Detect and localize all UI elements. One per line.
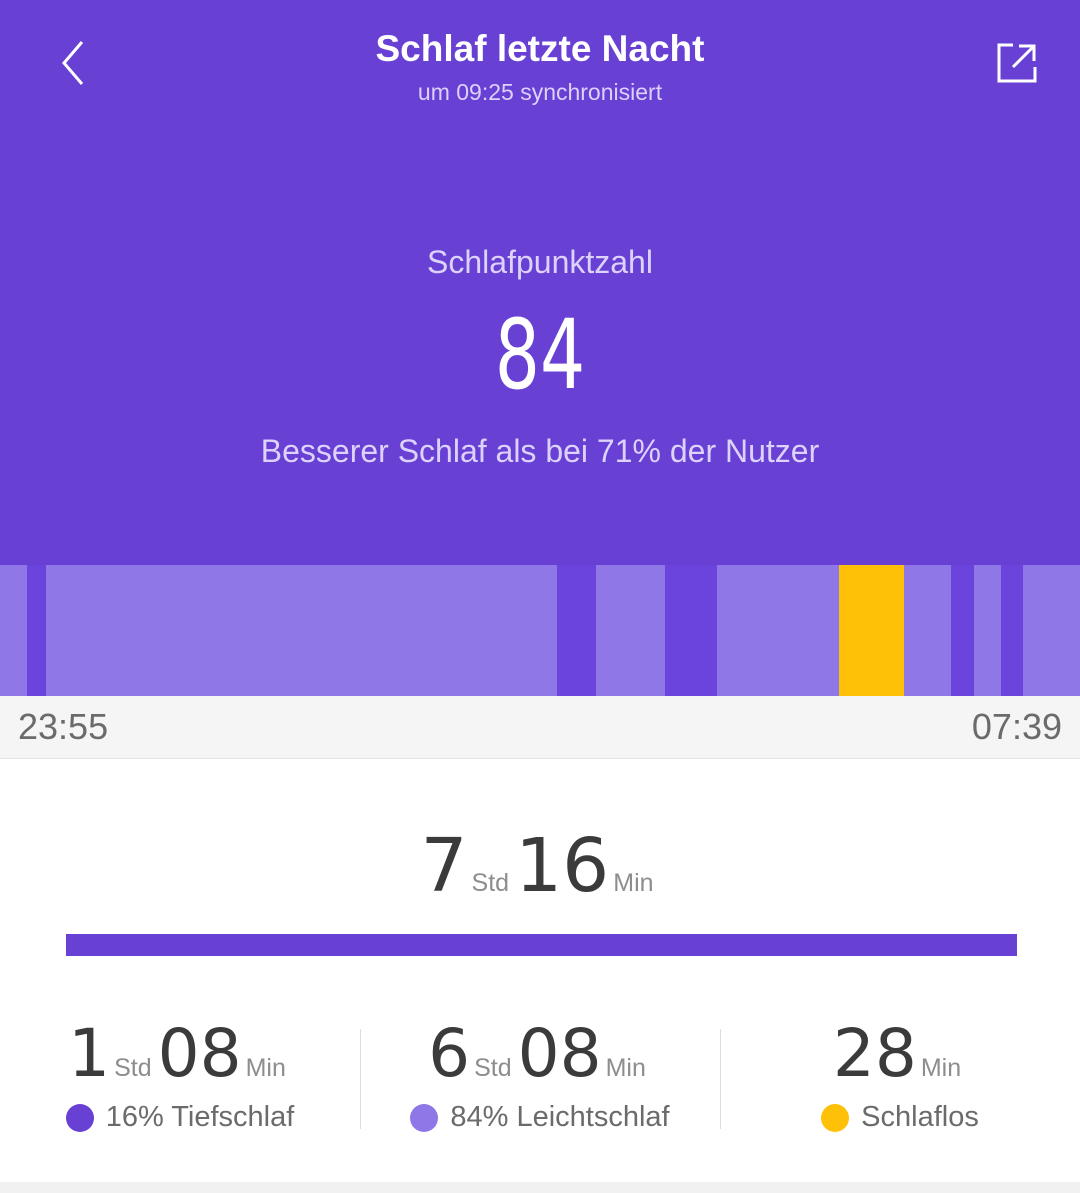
deep-minutes-unit: Min xyxy=(245,1054,286,1082)
score-label: Schlafpunktzahl xyxy=(427,244,653,280)
share-button[interactable] xyxy=(984,30,1050,100)
total-hours-unit: Std xyxy=(471,869,510,897)
awake-dot-icon xyxy=(821,1103,850,1132)
stat-divider xyxy=(720,1029,721,1129)
light-sleep-dot-icon xyxy=(410,1103,439,1132)
timeline-segment-deep xyxy=(951,565,974,696)
deep-minutes: 08 xyxy=(157,1015,242,1092)
stat-divider xyxy=(360,1029,361,1129)
sleep-summary-card: 7 Std 16 Min 1 Std 08 Min 16% Tiefschlaf… xyxy=(0,759,1080,1182)
back-button[interactable] xyxy=(44,30,104,100)
awake-minutes: 28 xyxy=(832,1015,917,1092)
timeline-segment-deep xyxy=(1001,565,1023,696)
total-duration-bar xyxy=(66,934,1017,956)
total-minutes-unit: Min xyxy=(613,869,654,897)
light-minutes-unit: Min xyxy=(605,1054,646,1082)
sleep-start-time: 23:55 xyxy=(18,706,109,747)
timeline-segment-deep xyxy=(27,565,46,696)
stat-deep-sleep: 1 Std 08 Min 16% Tiefschlaf xyxy=(0,1011,360,1141)
awake-label: Schlaflos xyxy=(861,1101,979,1133)
page-title: Schlaf letzte Nacht xyxy=(375,28,705,69)
light-hours: 6 xyxy=(428,1015,471,1092)
sleep-end-time: 07:39 xyxy=(971,706,1062,747)
deep-hours-unit: Std xyxy=(114,1054,152,1082)
timeline-segment-deep xyxy=(665,565,717,696)
sync-status: um 09:25 synchronisiert xyxy=(417,79,663,105)
total-hours: 7 xyxy=(420,823,468,909)
timeline-segment-deep xyxy=(557,565,596,696)
light-minutes: 08 xyxy=(517,1015,602,1092)
share-external-icon xyxy=(995,41,1039,90)
awake-minutes-unit: Min xyxy=(920,1054,962,1082)
score-value: 84 xyxy=(494,299,586,411)
deep-hours: 1 xyxy=(68,1015,111,1092)
total-minutes: 16 xyxy=(515,823,610,909)
total-sleep-duration: 7 Std 16 Min xyxy=(0,821,1080,911)
sleep-timeline[interactable] xyxy=(0,565,1080,696)
header: Schlaf letzte Nacht um 09:25 synchronisi… xyxy=(0,0,1080,565)
score-comparison: Besserer Schlaf als bei 71% der Nutzer xyxy=(260,433,820,469)
chevron-left-icon xyxy=(58,38,90,93)
stat-awake: 28 Min Schlaflos xyxy=(720,1011,1080,1141)
light-hours-unit: Std xyxy=(474,1054,512,1082)
light-sleep-label: 84% Leichtschlaf xyxy=(450,1101,670,1133)
timeline-time-axis: 23:55 07:39 xyxy=(0,696,1080,759)
deep-sleep-label: 16% Tiefschlaf xyxy=(105,1101,295,1133)
deep-sleep-dot-icon xyxy=(65,1103,94,1132)
timeline-segment-awake xyxy=(839,565,904,696)
stat-light-sleep: 6 Std 08 Min 84% Leichtschlaf xyxy=(360,1011,720,1141)
